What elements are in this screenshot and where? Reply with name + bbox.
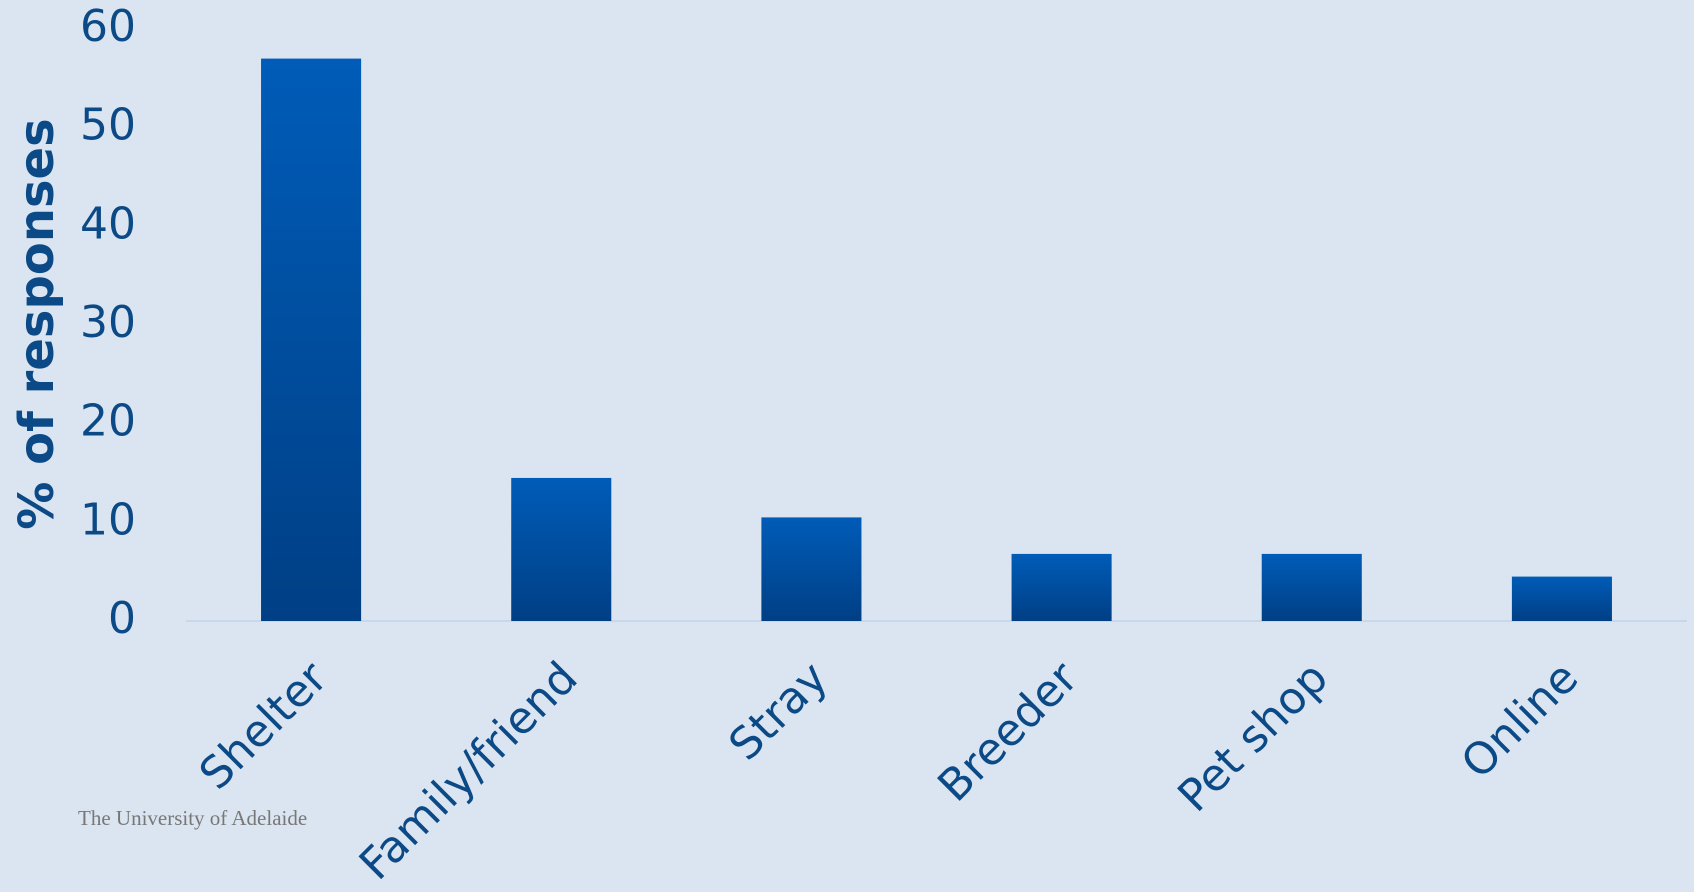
y-tick-label: 10 bbox=[80, 494, 136, 545]
bar bbox=[511, 477, 612, 621]
footer: The University of Adelaide bbox=[78, 806, 307, 830]
y-tick-label: 30 bbox=[80, 297, 136, 348]
bar bbox=[1011, 553, 1112, 621]
y-tick-label: 40 bbox=[80, 198, 136, 249]
y-axis-label: % of responses bbox=[9, 118, 65, 529]
bar bbox=[1261, 553, 1362, 621]
bar bbox=[1511, 576, 1612, 621]
y-tick-label: 50 bbox=[80, 100, 136, 151]
y-tick-label: 60 bbox=[80, 1, 136, 52]
y-tick-label: 0 bbox=[108, 593, 136, 644]
bar bbox=[261, 58, 362, 622]
y-tick-label: 20 bbox=[80, 396, 136, 447]
bar bbox=[761, 517, 862, 621]
